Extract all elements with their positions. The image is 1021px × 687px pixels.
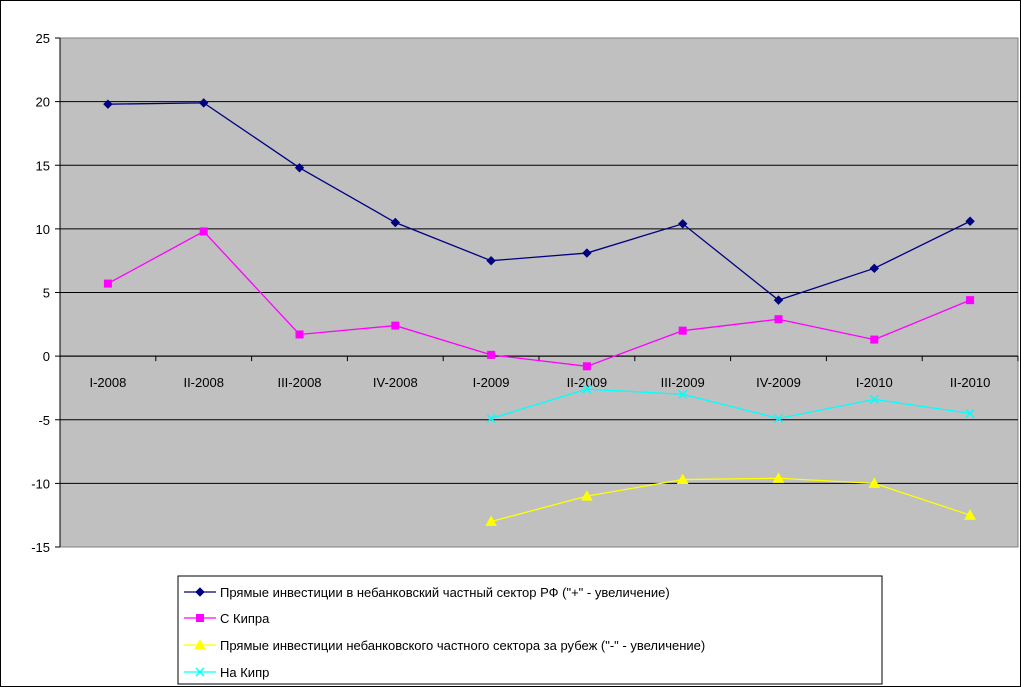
- data-point: [773, 413, 784, 424]
- y-tick-label: 5: [43, 286, 50, 301]
- x-tick-label: I-2009: [473, 375, 510, 390]
- x-tick-label: II-2009: [567, 375, 607, 390]
- y-tick-label: -15: [31, 540, 50, 555]
- series-3: [485, 472, 976, 527]
- legend-entry: Прямые инвестиции в небанковский частный…: [184, 585, 670, 600]
- legend-marker: [196, 614, 204, 622]
- y-axis: 25 20 15 10 5 0 -5 -10 -15: [31, 31, 61, 555]
- x-tick-label: IV-2008: [373, 375, 418, 390]
- x-tick-label: III-2008: [277, 375, 321, 390]
- data-point: [295, 330, 304, 339]
- y-tick-label: 0: [43, 349, 50, 364]
- x-tick-label: I-2008: [89, 375, 126, 390]
- data-point: [294, 163, 305, 173]
- data-point: [103, 99, 113, 109]
- legend-label: Прямые инвестиции небанковского частного…: [220, 638, 705, 653]
- data-point: [486, 413, 496, 424]
- x-tick-label: III-2009: [661, 375, 705, 390]
- legend-marker: [195, 667, 205, 677]
- legend-label: С Кипра: [220, 611, 270, 626]
- series-1: [103, 98, 975, 305]
- data-point: [582, 248, 592, 258]
- data-point: [774, 315, 783, 324]
- data-point: [965, 408, 975, 418]
- data-point: [678, 389, 688, 399]
- y-tick-label: -10: [31, 476, 50, 491]
- data-point: [582, 384, 592, 394]
- data-point: [581, 490, 593, 501]
- series-line: [107, 102, 971, 301]
- legend-entry: Прямые инвестиции небанковского частного…: [184, 638, 705, 653]
- legend-marker: [194, 638, 206, 650]
- series-layer: [103, 98, 976, 527]
- legend-entry: На Кипр: [184, 665, 269, 680]
- data-point: [676, 473, 689, 485]
- y-tick-label: -5: [38, 413, 50, 428]
- series-line: [107, 230, 971, 367]
- data-point: [773, 295, 784, 305]
- legend: Прямые инвестиции в небанковский частный…: [177, 575, 883, 685]
- legend-entry: С Кипра: [184, 611, 270, 626]
- data-point: [198, 98, 209, 108]
- data-point: [966, 296, 975, 305]
- data-point: [869, 263, 880, 274]
- legend-label: На Кипр: [220, 665, 269, 680]
- y-tick-label: 15: [36, 158, 50, 173]
- data-point: [485, 515, 497, 527]
- x-axis: I-2008 II-2008 III-2008 IV-2008 I-2009 II-200…: [59, 355, 1019, 390]
- data-point: [103, 279, 112, 288]
- data-point: [869, 394, 879, 404]
- data-point: [870, 335, 879, 344]
- legend-label: Прямые инвестиции в небанковский частный…: [220, 585, 670, 600]
- x-tick-label: II-2008: [183, 375, 223, 390]
- series-2: [103, 227, 975, 371]
- x-tick-label: IV-2009: [756, 375, 801, 390]
- data-point: [390, 217, 401, 228]
- data-point: [964, 509, 976, 520]
- data-point: [772, 472, 785, 483]
- data-point: [677, 219, 688, 229]
- data-point: [487, 350, 496, 359]
- series-line: [490, 388, 971, 420]
- data-point: [678, 326, 687, 335]
- data-point: [582, 362, 591, 371]
- data-point: [199, 227, 208, 236]
- data-point: [965, 216, 975, 226]
- y-tick-label: 20: [36, 95, 50, 110]
- data-point: [391, 321, 400, 330]
- legend-marker: [195, 587, 205, 597]
- data-point: [486, 255, 496, 266]
- x-tick-label: II-2010: [950, 375, 990, 390]
- y-tick-label: 10: [36, 222, 50, 237]
- legend-box: [177, 575, 883, 685]
- data-point: [868, 477, 881, 488]
- series-4: [486, 384, 975, 424]
- y-tick-label: 25: [36, 31, 50, 46]
- series-line: [490, 477, 971, 523]
- x-tick-label: I-2010: [856, 375, 893, 390]
